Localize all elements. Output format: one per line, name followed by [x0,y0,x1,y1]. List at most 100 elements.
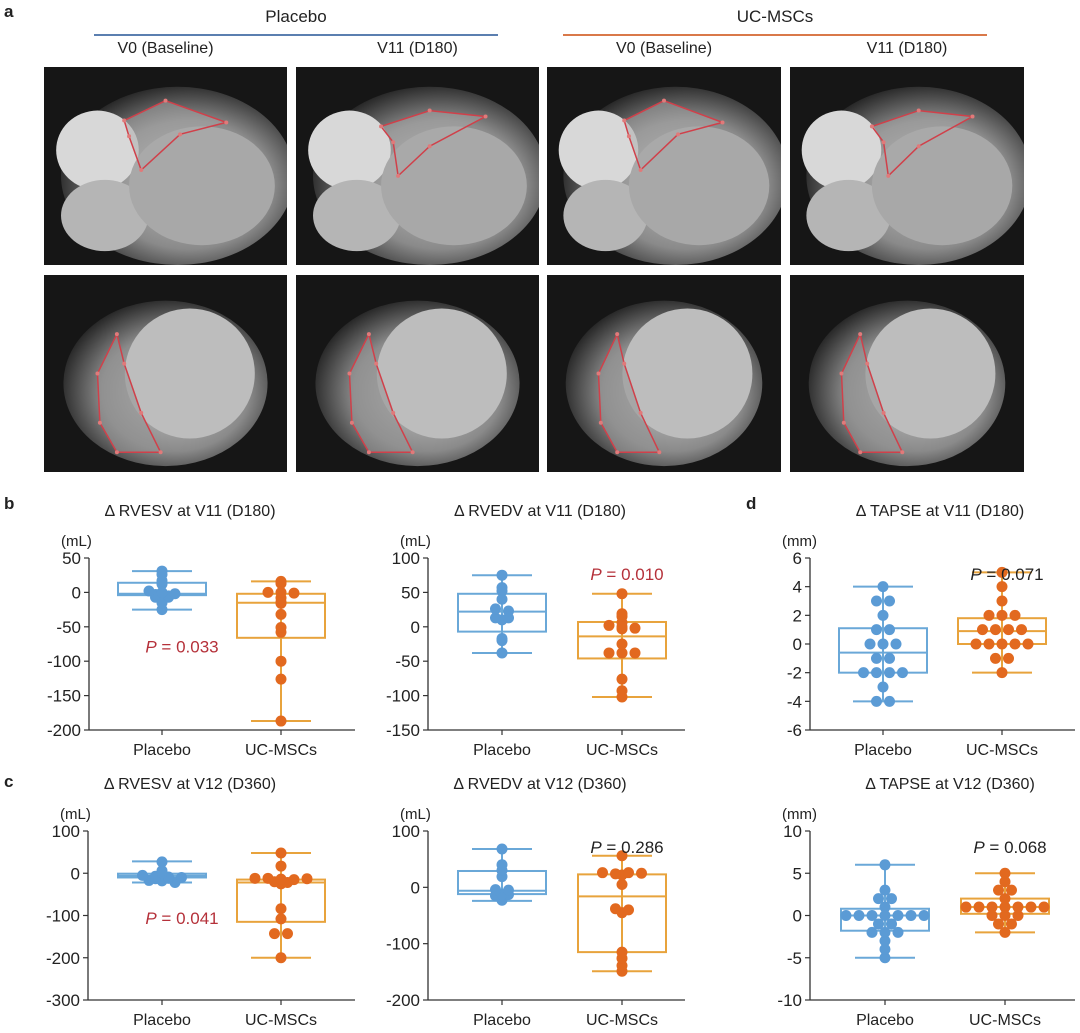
data-point-placebo [871,667,882,679]
data-point-ucmsc [275,715,287,727]
mri-image-short-axis-3 [547,275,781,472]
y-tick-label: 0 [411,878,420,897]
y-tick-label: 100 [52,822,80,841]
x-tick-label-ucmsc: UC-MSCs [586,1012,658,1029]
column-label-ucmsc-v11: V11 (D180) [866,40,948,57]
chart-title: Δ RVEDV at V12 (D360) [453,776,626,793]
data-point-placebo [156,865,168,877]
data-point-placebo [176,871,187,883]
data-point-placebo [884,695,895,707]
column-label-ucmsc-v0: V0 (Baseline) [615,40,713,57]
data-point-ucmsc [986,910,998,921]
data-point-ucmsc [1016,624,1027,636]
chart-tapse-d360: Δ TAPSE at V12 (D360) (mm)10 5 0 -5 -10 Placeb… [777,776,1075,1029]
data-point-placebo [877,638,889,650]
x-tick-label-ucmsc: UC-MSCs [245,742,317,759]
data-point-ucmsc [275,860,287,872]
data-point-placebo [879,943,891,955]
data-point-ucmsc [616,588,628,600]
data-point-ucmsc [1012,901,1024,913]
chart-title: Δ RVEDV at V11 (D180) [454,503,626,520]
y-tick-label: -200 [47,721,81,740]
data-point-ucmsc [616,673,628,685]
y-tick-label: 5 [793,864,802,883]
y-tick-label: -150 [47,687,81,706]
data-point-ucmsc [1003,624,1014,636]
y-tick-label: -200 [386,991,420,1010]
y-tick-label: -100 [386,935,420,954]
data-point-ucmsc [629,647,641,659]
data-point-placebo [886,893,897,905]
data-point-placebo [490,884,501,896]
data-point-ucmsc [275,873,287,885]
data-point-ucmsc [1025,901,1037,913]
data-point-ucmsc [1022,638,1034,650]
data-point-placebo [884,595,895,607]
y-tick-label: -150 [386,721,420,740]
y-tick-label: 2 [793,606,802,625]
data-point-placebo [496,843,508,855]
x-tick-label-placebo: Placebo [473,1012,531,1029]
data-point-ucmsc [597,867,608,879]
data-point-ucmsc [986,901,998,913]
data-point-placebo [879,859,891,871]
chart-title: Δ RVESV at V12 (D360) [104,776,276,793]
group-line-ucmsc [563,34,987,36]
p-value-label: P = 0.068 [973,838,1046,857]
p-value-label: P = 0.033 [145,638,218,657]
panel-letter-d: d [746,494,757,513]
data-point-ucmsc [993,918,1004,930]
data-point-ucmsc [616,850,628,862]
y-tick-label: -100 [46,907,80,926]
y-tick-label: -2 [787,664,802,683]
p-value-label: P = 0.286 [590,838,663,857]
y-tick-label: -6 [787,721,802,740]
data-point-ucmsc [996,609,1008,621]
data-point-placebo [496,859,508,871]
data-point-ucmsc [636,867,647,879]
data-point-ucmsc [269,928,280,940]
data-point-ucmsc [623,904,634,916]
y-tick-label: 0 [411,618,420,637]
data-point-ucmsc [629,622,641,634]
panel-letter-c: c [4,772,14,791]
y-tick-label: -300 [46,991,80,1010]
data-point-placebo [496,647,508,659]
y-axis-unit-label: (mL) [61,533,92,550]
data-point-placebo [156,586,168,598]
chart-title: Δ RVESV at V11 (D180) [104,503,275,520]
data-point-placebo [871,624,882,636]
data-point-placebo [496,582,508,594]
data-point-ucmsc [275,673,287,685]
data-point-placebo [169,588,181,600]
data-point-placebo [884,652,895,664]
rv-contour [840,331,904,454]
panel-letter-a: a [4,2,14,21]
data-point-placebo [866,926,878,938]
y-tick-label: -5 [787,949,802,968]
x-tick-label-placebo: Placebo [133,1012,191,1029]
data-point-ucmsc [960,901,972,913]
data-point-ucmsc [603,647,615,659]
data-point-ucmsc [996,638,1008,650]
data-point-ucmsc [990,624,1001,636]
data-point-placebo [840,910,852,921]
data-point-ucmsc [1012,910,1024,921]
y-tick-label: -50 [56,618,81,637]
rv-contour [348,331,414,454]
mri-image-four-chamber-4 [790,67,1024,265]
data-point-ucmsc [1003,652,1014,664]
data-point-placebo [892,910,904,921]
data-point-placebo [877,581,889,593]
data-point-ucmsc [288,587,300,599]
rv-contour [597,331,661,454]
data-point-ucmsc [990,652,1001,664]
panel-letter-b: b [4,494,15,513]
data-point-ucmsc [983,638,995,650]
group-label-ucmsc: UC-MSCs [736,7,814,26]
data-point-ucmsc [973,901,985,913]
data-point-ucmsc [275,621,287,633]
data-point-ucmsc [999,876,1011,888]
data-point-ucmsc [999,926,1011,938]
data-point-ucmsc [610,868,621,880]
